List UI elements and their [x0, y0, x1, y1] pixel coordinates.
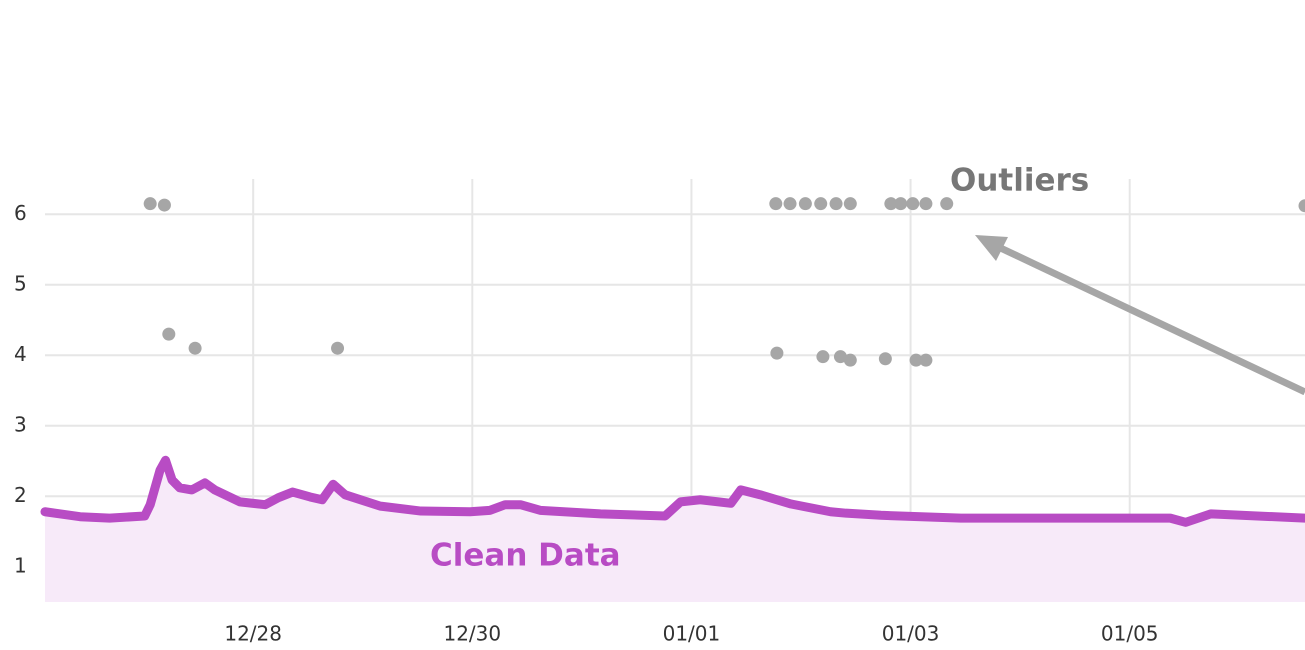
y-tick-label: 3 [14, 412, 27, 436]
outlier-point [940, 197, 954, 211]
clean-data-annotation: Clean Data [430, 538, 621, 574]
outlier-point [798, 197, 812, 211]
outlier-point [188, 341, 202, 355]
outlier-point [843, 353, 857, 367]
y-tick-label: 1 [14, 553, 27, 577]
x-tick-label: 12/28 [224, 622, 282, 646]
grid [45, 179, 1305, 602]
outlier-point [919, 197, 933, 211]
outlier-point [1298, 199, 1305, 213]
outlier-point [816, 350, 830, 364]
outlier-point [919, 353, 933, 367]
area-fill [45, 460, 1305, 602]
y-tick-label: 2 [14, 483, 27, 507]
outlier-point [829, 197, 843, 211]
x-tick-label: 01/01 [663, 622, 721, 646]
outlier-point [783, 197, 797, 211]
annotation-arrow [988, 239, 1305, 396]
x-tick-label: 01/03 [882, 622, 940, 646]
outlier-point [157, 198, 171, 212]
outlier-point [143, 197, 157, 211]
outlier-point [814, 197, 828, 211]
outlier-point [906, 197, 920, 211]
labels: 1 2 3 4 5 6 12/28 12/30 01/01 01/03 01/05 [14, 201, 1159, 646]
arrow-head [975, 235, 1008, 261]
marks [40, 197, 1305, 602]
outlier-point [894, 197, 908, 211]
outlier-point [833, 350, 847, 364]
outlier-point [909, 353, 923, 367]
y-tick-label: 4 [14, 342, 27, 366]
y-tick-label: 5 [14, 271, 27, 295]
outlier-point [162, 327, 176, 341]
outlier-point [331, 341, 345, 355]
outlier-point [884, 197, 898, 211]
y-tick-label: 6 [14, 201, 27, 225]
outlier-point [878, 352, 892, 366]
x-tick-label: 12/30 [443, 622, 501, 646]
outlier-point [769, 197, 783, 211]
outlier-point [843, 197, 857, 211]
x-tick-label: 01/05 [1101, 622, 1159, 646]
outlier-point [770, 346, 784, 360]
data-line [40, 455, 1305, 527]
outliers-annotation: Outliers [950, 163, 1089, 199]
